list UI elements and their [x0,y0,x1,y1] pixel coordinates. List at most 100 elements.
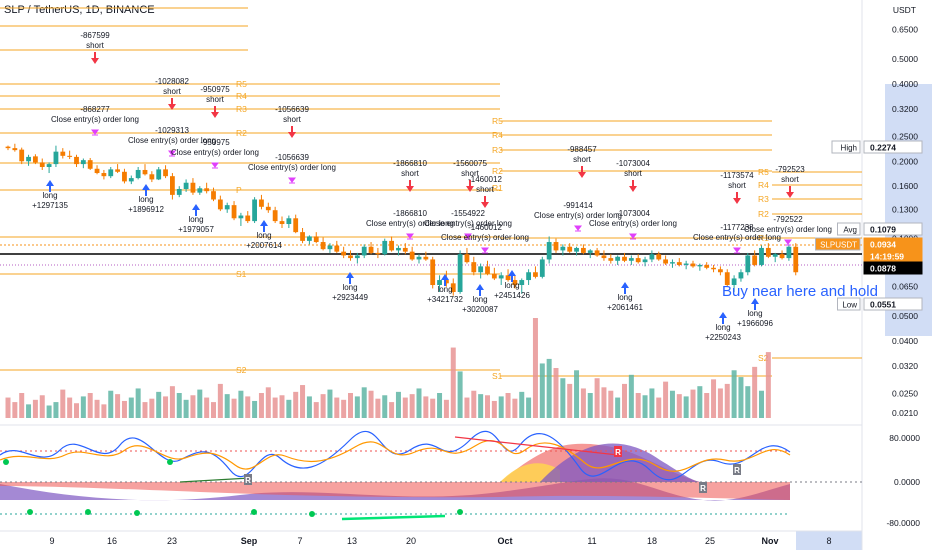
pivot-label: S2 [236,365,247,375]
volume-bar [80,396,86,418]
osc-marker-label: R [700,484,706,493]
candle-body [204,188,210,192]
signal-label: short [476,185,495,194]
pivot-label: R5 [758,167,769,177]
volume-bar [669,390,675,418]
volume-bar [505,393,511,418]
candle-body [94,168,100,174]
signal-label: long [342,283,357,292]
volume-bar [752,366,758,418]
volume-bar [745,386,751,418]
y-tick-label: 0.5000 [892,54,918,64]
volume-bar [498,396,504,418]
volume-bar [423,396,429,418]
long-signal-arrow [621,282,629,294]
volume-bar [231,398,237,418]
signal-label: Close entry(s) order long [366,219,454,228]
volume-bar [300,385,306,418]
candle-body [457,254,463,292]
signal-value: -1056639 [275,105,309,114]
volume-bar [348,393,353,418]
y-tick-label: 0.4000 [892,79,918,89]
candle-body [759,247,764,265]
y-tick-label: 0.0650 [892,282,918,292]
x-tick-label: Oct [497,536,512,546]
pivot-label: R4 [236,91,247,101]
close-signal-marker [211,162,219,169]
candle-body [252,199,257,222]
volume-bar [416,388,422,418]
candle-body [368,246,374,253]
volume-bar [580,388,586,418]
short-signal-arrow [211,106,219,118]
osc-marker-label: R [734,466,740,475]
pivot-label: R2 [236,128,247,138]
volume-bar [704,393,710,418]
candle-body [423,256,429,260]
signal-value: -1460012 [468,175,502,184]
price-label-tag [831,140,861,154]
volume-bar [320,394,326,418]
signal-value: +2250243 [705,333,741,342]
volume-bar [731,370,737,418]
osc-slow-line [0,439,791,472]
candle-body [163,169,168,177]
x-tick-label: 13 [347,536,357,546]
volume-bar [204,397,210,418]
close-signal-marker [481,247,489,254]
candle-body [656,254,662,260]
candle-body [313,236,319,243]
candle-body [190,182,196,193]
volume-bar [519,391,525,418]
volume-bar [457,371,463,418]
volume-bar [217,383,223,418]
candle-body [498,275,504,279]
volume-bar [601,387,607,418]
candle-body [341,251,347,256]
candle-body [320,242,326,250]
volume-bar [354,396,360,418]
candle-body [704,264,710,268]
candle-body [745,255,751,273]
candle-body [80,160,86,165]
candle-body [307,236,312,241]
candle-body [416,256,422,260]
volume-bar [341,399,347,418]
signal-label: Close entry(s) order long [171,148,259,157]
close-signal-marker [464,233,472,240]
signal-label: long [188,215,203,224]
signal-value: +2451426 [494,291,530,300]
price-label-value: 0.0551 [870,300,896,310]
x-tick-label: 18 [647,536,657,546]
candle-body [142,169,148,175]
candle-body [539,259,545,277]
volume-bar [258,393,264,418]
price-label-value: 14:19:59 [870,252,904,262]
annotation-text: Buy near here and hold [722,283,878,300]
signal-label: long [42,191,57,200]
candle-body [608,258,614,261]
candle-body [437,280,442,286]
volume-bar [224,394,230,418]
volume-bar [395,391,401,418]
volume-bar [135,388,141,418]
candle-body [464,254,470,263]
volume-bar [759,390,764,418]
price-label-name: Low [842,301,857,310]
candle-body [183,182,189,190]
signal-label: short [86,41,105,50]
signal-label: short [163,87,182,96]
candle-body [39,162,45,167]
short-signal-arrow [168,98,176,110]
candle-body [567,246,573,252]
price-label-value: 0.0878 [870,264,896,274]
signal-value: +2923449 [332,293,368,302]
candle-body [526,272,531,281]
long-signal-arrow [508,270,516,282]
price-label-name: Avg [843,226,857,235]
volume-bar [169,386,175,418]
divergence-line-green [179,477,251,483]
long-signal-arrow [46,180,54,192]
y-tick-label: 0.3200 [892,104,918,114]
